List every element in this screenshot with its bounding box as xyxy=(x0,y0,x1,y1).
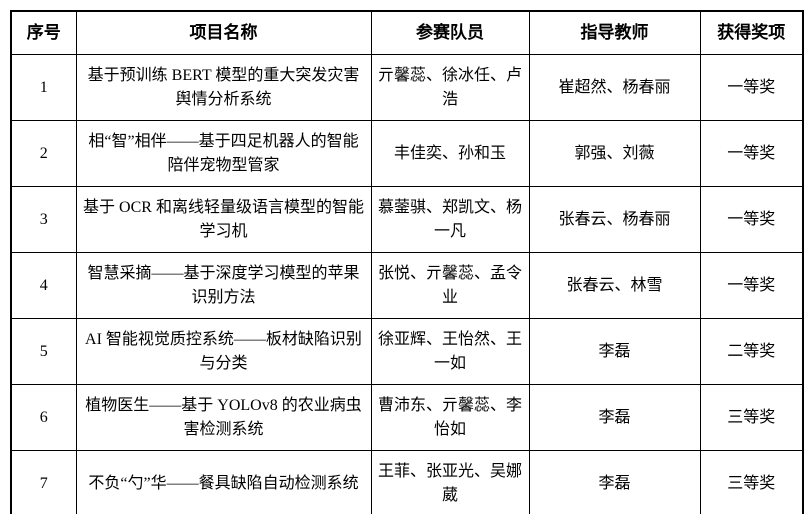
awards-table: 序号 项目名称 参赛队员 指导教师 获得奖项 1 基于预训练 BERT 模型的重… xyxy=(10,10,804,514)
cell-award: 一等奖 xyxy=(699,252,804,319)
cell-team-members: 徐亚辉、王怡然、王一如 xyxy=(370,318,530,385)
cell-serial-number: 1 xyxy=(10,54,77,121)
cell-advisors: 李磊 xyxy=(528,384,701,451)
cell-award: 三等奖 xyxy=(699,384,804,451)
table-row: 5 AI 智能视觉质控系统——板材缺陷识别与分类 徐亚辉、王怡然、王一如 李磊 … xyxy=(10,318,804,385)
cell-project-name: 智慧采摘——基于深度学习模型的苹果识别方法 xyxy=(75,252,372,319)
cell-team-members: 王菲、张亚光、吴娜葳 xyxy=(370,450,530,514)
table-row: 2 相“智”相伴——基于四足机器人的智能陪伴宠物型管家 丰佳奕、孙和玉 郭强、刘… xyxy=(10,120,804,187)
cell-project-name: 基于预训练 BERT 模型的重大突发灾害舆情分析系统 xyxy=(75,54,372,121)
cell-project-name: AI 智能视觉质控系统——板材缺陷识别与分类 xyxy=(75,318,372,385)
cell-team-members: 张悦、亓馨蕊、孟令业 xyxy=(370,252,530,319)
cell-serial-number: 2 xyxy=(10,120,77,187)
table-row: 1 基于预训练 BERT 模型的重大突发灾害舆情分析系统 亓馨蕊、徐冰任、卢浩 … xyxy=(10,54,804,121)
cell-team-members: 亓馨蕊、徐冰任、卢浩 xyxy=(370,54,530,121)
cell-team-members: 曹沛东、亓馨蕊、李怡如 xyxy=(370,384,530,451)
cell-award: 一等奖 xyxy=(699,54,804,121)
table-row: 4 智慧采摘——基于深度学习模型的苹果识别方法 张悦、亓馨蕊、孟令业 张春云、林… xyxy=(10,252,804,319)
cell-project-name: 基于 OCR 和离线轻量级语言模型的智能学习机 xyxy=(75,186,372,253)
cell-advisors: 李磊 xyxy=(528,450,701,514)
table-row: 6 植物医生——基于 YOLOv8 的农业病虫害检测系统 曹沛东、亓馨蕊、李怡如… xyxy=(10,384,804,451)
cell-serial-number: 3 xyxy=(10,186,77,253)
cell-award: 二等奖 xyxy=(699,318,804,385)
cell-award: 一等奖 xyxy=(699,120,804,187)
header-award: 获得奖项 xyxy=(699,10,804,55)
cell-serial-number: 4 xyxy=(10,252,77,319)
header-team-members: 参赛队员 xyxy=(370,10,530,55)
cell-award: 一等奖 xyxy=(699,186,804,253)
table-row: 3 基于 OCR 和离线轻量级语言模型的智能学习机 慕蓥骐、郑凯文、杨一凡 张春… xyxy=(10,186,804,253)
cell-advisors: 张春云、杨春丽 xyxy=(528,186,701,253)
cell-serial-number: 6 xyxy=(10,384,77,451)
cell-advisors: 崔超然、杨春丽 xyxy=(528,54,701,121)
cell-award: 三等奖 xyxy=(699,450,804,514)
header-serial-number: 序号 xyxy=(10,10,77,55)
header-advisors: 指导教师 xyxy=(528,10,701,55)
cell-serial-number: 5 xyxy=(10,318,77,385)
cell-project-name: 不负“勺”华——餐具缺陷自动检测系统 xyxy=(75,450,372,514)
header-project-name: 项目名称 xyxy=(75,10,372,55)
table-row: 7 不负“勺”华——餐具缺陷自动检测系统 王菲、张亚光、吴娜葳 李磊 三等奖 xyxy=(10,450,804,514)
table-header-row: 序号 项目名称 参赛队员 指导教师 获得奖项 xyxy=(10,10,804,55)
cell-team-members: 慕蓥骐、郑凯文、杨一凡 xyxy=(370,186,530,253)
cell-advisors: 郭强、刘薇 xyxy=(528,120,701,187)
cell-serial-number: 7 xyxy=(10,450,77,514)
cell-team-members: 丰佳奕、孙和玉 xyxy=(370,120,530,187)
cell-advisors: 张春云、林雪 xyxy=(528,252,701,319)
cell-advisors: 李磊 xyxy=(528,318,701,385)
cell-project-name: 植物医生——基于 YOLOv8 的农业病虫害检测系统 xyxy=(75,384,372,451)
cell-project-name: 相“智”相伴——基于四足机器人的智能陪伴宠物型管家 xyxy=(75,120,372,187)
